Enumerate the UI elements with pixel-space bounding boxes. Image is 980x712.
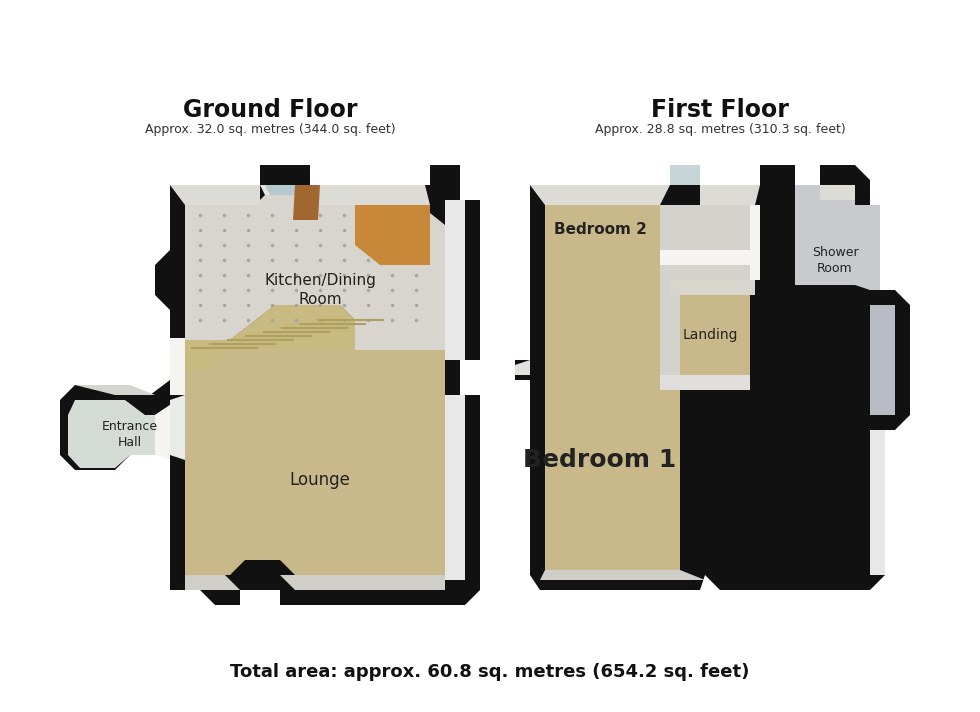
Polygon shape [185, 195, 445, 350]
Polygon shape [185, 305, 445, 575]
Polygon shape [265, 185, 310, 195]
Polygon shape [260, 185, 310, 195]
Polygon shape [700, 185, 760, 205]
Text: Approx. 32.0 sq. metres (344.0 sq. feet): Approx. 32.0 sq. metres (344.0 sq. feet) [145, 123, 395, 137]
Polygon shape [170, 338, 185, 350]
Polygon shape [280, 575, 445, 590]
Polygon shape [540, 570, 705, 580]
Text: Landing: Landing [682, 328, 738, 342]
Polygon shape [75, 385, 155, 395]
Polygon shape [660, 250, 750, 265]
Text: Shower
Room: Shower Room [811, 246, 858, 275]
Polygon shape [170, 340, 185, 395]
Polygon shape [750, 205, 760, 280]
Polygon shape [185, 305, 355, 370]
Polygon shape [445, 395, 465, 580]
Polygon shape [515, 165, 910, 590]
Polygon shape [870, 305, 895, 415]
Polygon shape [170, 185, 260, 205]
Text: Bedroom 2: Bedroom 2 [554, 222, 647, 238]
Polygon shape [545, 205, 660, 250]
Text: Total area: approx. 60.8 sq. metres (654.2 sq. feet): Total area: approx. 60.8 sq. metres (654… [230, 663, 750, 681]
Text: Approx. 28.8 sq. metres (310.3 sq. feet): Approx. 28.8 sq. metres (310.3 sq. feet) [595, 123, 846, 137]
Polygon shape [820, 185, 855, 200]
Text: Lounge: Lounge [289, 471, 351, 489]
Polygon shape [185, 575, 240, 590]
Text: Kitchen/Dining
Room: Kitchen/Dining Room [264, 273, 376, 308]
Text: Bedroom 1: Bedroom 1 [523, 448, 676, 472]
Polygon shape [170, 395, 185, 460]
Text: First Floor: First Floor [651, 98, 789, 122]
Polygon shape [68, 400, 170, 468]
Polygon shape [795, 185, 880, 290]
Polygon shape [545, 250, 750, 570]
Text: Entrance
Hall: Entrance Hall [102, 421, 158, 449]
Polygon shape [155, 405, 170, 460]
Polygon shape [60, 165, 480, 605]
Polygon shape [515, 360, 530, 375]
Polygon shape [670, 165, 700, 185]
Polygon shape [293, 185, 320, 220]
Polygon shape [445, 200, 465, 360]
Polygon shape [660, 205, 755, 375]
Polygon shape [530, 185, 670, 205]
Polygon shape [355, 205, 430, 265]
Polygon shape [870, 430, 885, 575]
Polygon shape [660, 375, 750, 390]
Text: Ground Floor: Ground Floor [182, 98, 358, 122]
Polygon shape [310, 185, 430, 205]
Polygon shape [670, 280, 755, 295]
